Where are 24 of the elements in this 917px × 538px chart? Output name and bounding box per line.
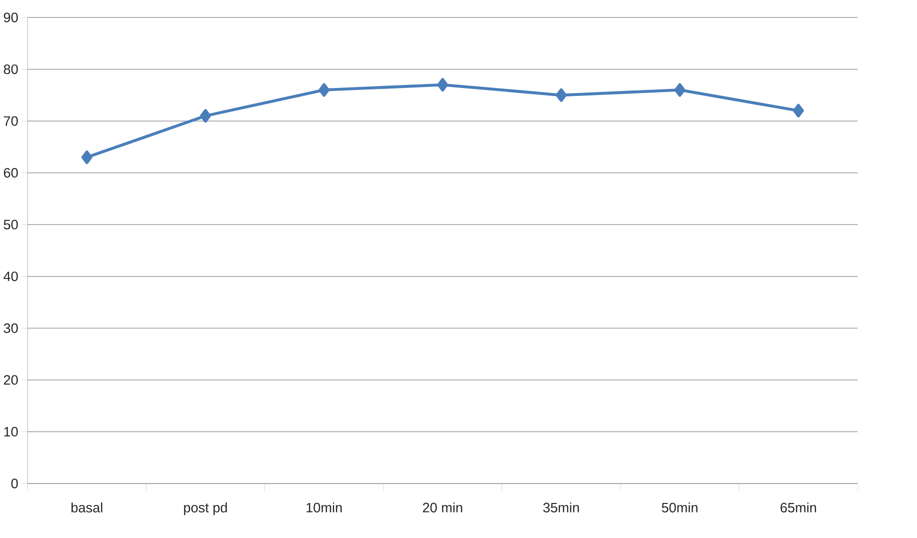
point xyxy=(556,88,567,102)
point xyxy=(792,104,804,118)
y-tick-label: 60 xyxy=(4,168,18,178)
point xyxy=(674,83,686,97)
x-tick-label: post pd xyxy=(184,502,227,516)
y-tick-label: 50 xyxy=(4,220,18,230)
y-tick-label: 40 xyxy=(4,272,18,282)
point xyxy=(200,109,211,123)
y-tick-label: 80 xyxy=(4,64,18,74)
y-tick-label: 30 xyxy=(4,323,18,334)
x-tick-label: basal xyxy=(72,502,102,513)
y-tick-label: 20 xyxy=(4,375,18,385)
y-tick-label: 0 xyxy=(11,478,18,488)
point xyxy=(437,78,448,92)
x-tick-label: 65min xyxy=(780,502,816,513)
point xyxy=(318,83,330,97)
point xyxy=(81,150,92,164)
x-tick-label: 50min xyxy=(662,502,698,513)
x-tick-label: 20 min xyxy=(422,502,462,513)
y-tick-label: 90 xyxy=(4,12,18,22)
x-tick-label: 10min xyxy=(306,502,342,513)
y-tick-label: 70 xyxy=(4,116,18,126)
y-tick-label: 10 xyxy=(4,426,18,437)
x-tick-label: 35min xyxy=(543,502,579,513)
